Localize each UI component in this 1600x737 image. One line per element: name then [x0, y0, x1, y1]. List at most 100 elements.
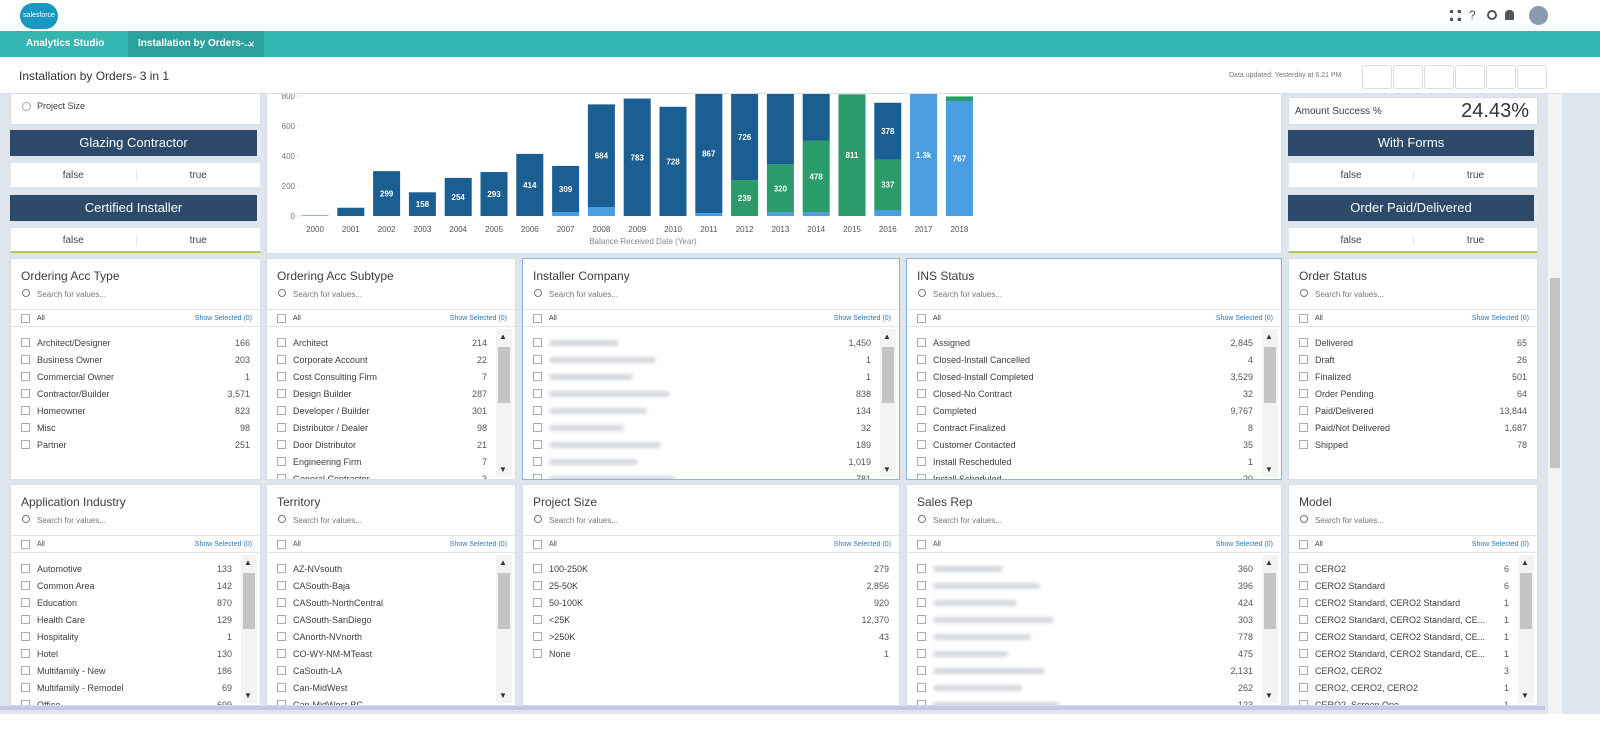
- checkbox[interactable]: [21, 666, 30, 675]
- list-item[interactable]: 25-50K 2,856: [523, 578, 899, 595]
- app-launcher[interactable]: [1450, 10, 1461, 21]
- search-input[interactable]: Search for values...: [293, 290, 362, 299]
- checkbox[interactable]: [917, 666, 926, 675]
- scrollbar[interactable]: ▲ ▼: [241, 555, 257, 703]
- list-item[interactable]: Homeowner 823: [11, 403, 260, 420]
- list-item[interactable]: Contract Finalized 8: [907, 420, 1281, 437]
- scroll-down[interactable]: ▼: [244, 691, 252, 700]
- list-item[interactable]: Health Care 129: [11, 612, 260, 629]
- list-item[interactable]: CERO2, CERO2, CERO2 1: [1289, 680, 1537, 697]
- list-item[interactable]: Door Distributor 21: [267, 437, 515, 454]
- checkbox[interactable]: [917, 632, 926, 641]
- checkbox[interactable]: [917, 355, 926, 364]
- tab-active[interactable]: Installation by Orders-... ×: [128, 31, 264, 57]
- checkbox[interactable]: [21, 355, 30, 364]
- toggle-option[interactable]: false: [1340, 235, 1362, 246]
- search-input[interactable]: Search for values...: [1315, 290, 1384, 299]
- checkbox[interactable]: [21, 598, 30, 607]
- checkbox[interactable]: [21, 314, 30, 323]
- list-item[interactable]: CASouth-SanDiego: [267, 612, 515, 629]
- checkbox[interactable]: [917, 314, 926, 323]
- list-item[interactable]: Can-MidWest-BC: [267, 697, 515, 705]
- checkbox[interactable]: [21, 700, 30, 705]
- list-item[interactable]: Cost Consulting Firm 7: [267, 369, 515, 386]
- list-item[interactable]: CO-WY-NM-MTeast: [267, 646, 515, 663]
- list-item[interactable]: CERO2 6: [1289, 561, 1537, 578]
- checkbox[interactable]: [277, 649, 286, 658]
- list-item[interactable]: General Contractor 3: [267, 471, 515, 479]
- checkbox[interactable]: [1299, 406, 1308, 415]
- checkbox[interactable]: [533, 457, 542, 466]
- search-input[interactable]: Search for values...: [37, 290, 106, 299]
- scrollbar[interactable]: ▲ ▼: [1262, 555, 1278, 703]
- scroll-up[interactable]: ▲: [1521, 558, 1529, 567]
- toggle-option[interactable]: true: [1413, 235, 1537, 246]
- list-item[interactable]: 781: [523, 471, 899, 479]
- help-icon[interactable]: ?: [1469, 8, 1476, 22]
- checkbox[interactable]: [277, 440, 286, 449]
- checkbox[interactable]: [1299, 314, 1308, 323]
- page-scrollbar[interactable]: [1548, 94, 1562, 720]
- scroll-down[interactable]: ▼: [883, 465, 891, 474]
- list-item[interactable]: Common Area 142: [11, 578, 260, 595]
- notifications-icon[interactable]: [1505, 10, 1514, 20]
- checkbox[interactable]: [917, 581, 926, 590]
- checkbox[interactable]: [1299, 683, 1308, 692]
- list-item[interactable]: CASouth-Baja: [267, 578, 515, 595]
- list-item[interactable]: 123: [907, 697, 1281, 705]
- list-item[interactable]: 396: [907, 578, 1281, 595]
- checkbox[interactable]: [917, 457, 926, 466]
- checkbox[interactable]: [277, 474, 286, 479]
- scrollbar[interactable]: ▲ ▼: [496, 555, 512, 703]
- list-item[interactable]: Design Builder 287: [267, 386, 515, 403]
- checkbox[interactable]: [21, 564, 30, 573]
- list-item[interactable]: Multifamily - Remodel 69: [11, 680, 260, 697]
- checkbox[interactable]: [21, 581, 30, 590]
- checkbox[interactable]: [277, 457, 286, 466]
- list-item[interactable]: 189: [523, 437, 899, 454]
- show-selected[interactable]: Show Selected (0): [1471, 541, 1529, 548]
- list-item[interactable]: CERO2 Standard, CERO2 Standard 1: [1289, 595, 1537, 612]
- checkbox[interactable]: [1299, 700, 1308, 705]
- scroll-up[interactable]: ▲: [499, 558, 507, 567]
- checkbox[interactable]: [533, 355, 542, 364]
- list-item[interactable]: CERO2 Standard, CERO2 Standard, CE... 1: [1289, 629, 1537, 646]
- checkbox[interactable]: [533, 389, 542, 398]
- checkbox[interactable]: [1299, 355, 1308, 364]
- list-item[interactable]: Distributor / Dealer 98: [267, 420, 515, 437]
- list-item[interactable]: Contractor/Builder 3,571: [11, 386, 260, 403]
- scroll-thumb[interactable]: [1264, 573, 1276, 629]
- list-item[interactable]: CERO2 Standard, CERO2 Standard, CE... 1: [1289, 612, 1537, 629]
- checkbox[interactable]: [277, 314, 286, 323]
- list-item[interactable]: Draft 26: [1289, 352, 1537, 369]
- checkbox[interactable]: [917, 474, 926, 479]
- list-item[interactable]: Delivered 65: [1289, 335, 1537, 352]
- list-item[interactable]: 360: [907, 561, 1281, 578]
- list-item[interactable]: Architect 214: [267, 335, 515, 352]
- list-item[interactable]: Engineering Firm 7: [267, 454, 515, 471]
- checkbox[interactable]: [533, 440, 542, 449]
- avatar[interactable]: [1529, 6, 1548, 25]
- checkbox[interactable]: [533, 372, 542, 381]
- list-item[interactable]: 2,131: [907, 663, 1281, 680]
- search-input[interactable]: Search for values...: [549, 516, 618, 525]
- list-item[interactable]: Finalized 501: [1289, 369, 1537, 386]
- show-selected[interactable]: Show Selected (0): [449, 315, 507, 322]
- toggle-option[interactable]: false: [62, 235, 84, 246]
- scrollbar[interactable]: ▲ ▼: [1262, 329, 1278, 477]
- scroll-thumb[interactable]: [1550, 278, 1560, 468]
- list-item[interactable]: CASouth-NorthCentral: [267, 595, 515, 612]
- list-item[interactable]: >250K 43: [523, 629, 899, 646]
- checkbox[interactable]: [21, 372, 30, 381]
- checkbox[interactable]: [533, 581, 542, 590]
- checkbox[interactable]: [277, 700, 286, 705]
- checkbox[interactable]: [533, 474, 542, 479]
- scroll-up[interactable]: ▲: [883, 332, 891, 341]
- checkbox[interactable]: [917, 598, 926, 607]
- logo[interactable]: salesforce: [20, 3, 58, 29]
- checkbox[interactable]: [21, 440, 30, 449]
- checkbox[interactable]: [1299, 632, 1308, 641]
- search-input[interactable]: Search for values...: [293, 516, 362, 525]
- list-item[interactable]: 1,450: [523, 335, 899, 352]
- checkbox[interactable]: [533, 632, 542, 641]
